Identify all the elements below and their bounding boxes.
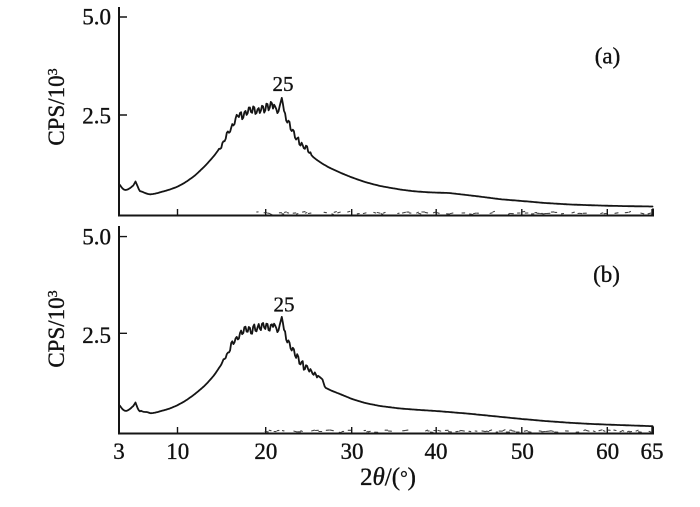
svg-text:10: 10	[166, 439, 189, 464]
svg-text:65: 65	[641, 439, 664, 464]
svg-text:2θ/(°): 2θ/(°)	[360, 464, 416, 491]
svg-text:3: 3	[113, 439, 125, 464]
svg-text:50: 50	[511, 439, 534, 464]
svg-text:(a): (a)	[595, 44, 621, 69]
svg-text:2.5: 2.5	[82, 323, 111, 348]
svg-text:25: 25	[274, 293, 295, 317]
svg-text:20: 20	[254, 439, 277, 464]
svg-text:60: 60	[596, 439, 619, 464]
svg-text:CPS/103: CPS/103	[44, 68, 69, 145]
svg-text:40: 40	[425, 439, 448, 464]
svg-text:30: 30	[341, 439, 364, 464]
svg-text:2.5: 2.5	[82, 104, 111, 129]
svg-text:25: 25	[273, 72, 294, 96]
svg-text:(b): (b)	[593, 262, 620, 287]
svg-text:5.0: 5.0	[82, 5, 111, 30]
svg-text:5.0: 5.0	[82, 225, 111, 250]
svg-text:CPS/103: CPS/103	[44, 290, 69, 367]
